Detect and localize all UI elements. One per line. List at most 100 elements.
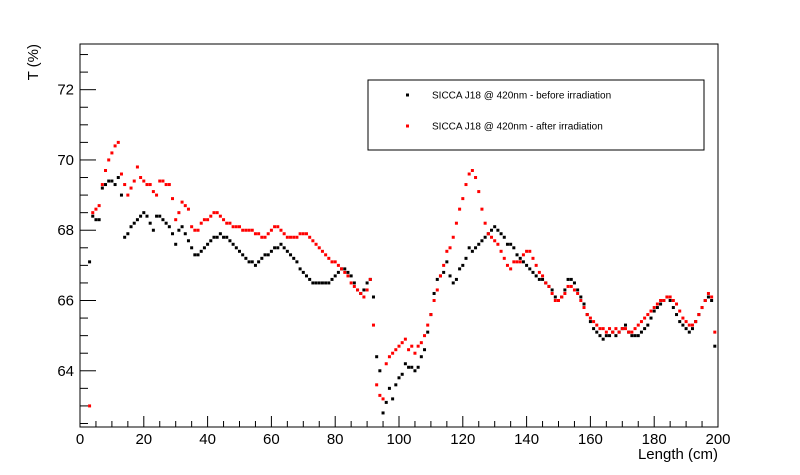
data-point [311, 281, 315, 285]
data-point [604, 330, 608, 334]
data-point [107, 158, 111, 162]
data-point [464, 256, 468, 260]
data-point [174, 242, 178, 246]
data-point [100, 186, 104, 190]
data-point [655, 302, 659, 306]
data-point [416, 344, 420, 348]
data-point [518, 260, 522, 264]
data-point [592, 327, 596, 331]
data-point [576, 291, 580, 295]
data-point [592, 320, 596, 324]
data-point [113, 144, 117, 148]
data-point [276, 246, 280, 250]
data-point [509, 242, 513, 246]
data-point [183, 232, 187, 236]
data-point [100, 183, 104, 187]
data-point [218, 232, 222, 236]
data-point [260, 235, 264, 239]
data-point [464, 183, 468, 187]
data-point [330, 260, 334, 264]
data-point [371, 295, 375, 299]
data-point [193, 228, 197, 232]
data-point [362, 295, 366, 299]
legend-label-before: SICCA J18 @ 420nm - before irradiation [432, 91, 611, 102]
data-point [410, 365, 414, 369]
data-point [384, 400, 388, 404]
data-point [356, 288, 360, 292]
data-point [675, 302, 679, 306]
data-point [687, 323, 691, 327]
x-axis-title: Length (cm) [638, 446, 718, 463]
data-point [292, 256, 296, 260]
data-point [164, 221, 168, 225]
data-point [97, 218, 101, 222]
data-point [646, 313, 650, 317]
data-point [308, 277, 312, 281]
data-point [639, 320, 643, 324]
data-point [563, 291, 567, 295]
data-point [652, 306, 656, 310]
data-point [499, 232, 503, 236]
data-point [199, 249, 203, 253]
data-point [104, 183, 108, 187]
data-point [477, 190, 481, 194]
data-point [311, 239, 315, 243]
data-point [423, 348, 427, 352]
data-point [314, 242, 318, 246]
x-tick-label: 20 [135, 431, 152, 448]
data-point [572, 288, 576, 292]
data-point [276, 225, 280, 229]
data-point [595, 323, 599, 327]
data-point [222, 218, 226, 222]
data-point [346, 270, 350, 274]
data-point [681, 316, 685, 320]
data-point [588, 320, 592, 324]
data-point [266, 232, 270, 236]
data-point [190, 225, 194, 229]
data-point [665, 295, 669, 299]
data-point [171, 197, 175, 201]
data-point [349, 281, 353, 285]
data-point [502, 235, 506, 239]
data-point [167, 183, 171, 187]
data-point [253, 263, 257, 267]
data-point [413, 369, 417, 373]
data-point [250, 228, 254, 232]
data-point [474, 176, 478, 180]
data-point [550, 288, 554, 292]
data-point [231, 242, 235, 246]
data-point [247, 228, 251, 232]
data-point [426, 330, 430, 334]
data-point [177, 228, 181, 232]
data-point [161, 218, 165, 222]
data-point [649, 309, 653, 313]
data-point [228, 239, 232, 243]
data-point [553, 299, 557, 302]
data-point [706, 295, 710, 299]
data-point [534, 274, 538, 278]
data-point [142, 179, 146, 183]
data-point [104, 169, 108, 172]
data-point [110, 179, 114, 183]
data-point [285, 249, 289, 253]
data-point [119, 193, 123, 197]
data-point [675, 313, 679, 317]
data-point [349, 274, 353, 278]
data-point [541, 277, 545, 281]
data-point [445, 260, 449, 264]
data-point [608, 327, 612, 331]
data-point [480, 239, 484, 243]
data-point [91, 214, 95, 218]
data-point [467, 246, 471, 250]
data-point [681, 323, 685, 327]
data-point [643, 327, 647, 331]
data-point [206, 218, 210, 222]
data-point [569, 277, 573, 281]
data-point [234, 246, 238, 250]
data-point [662, 299, 666, 302]
data-point [521, 260, 525, 264]
data-point [215, 211, 219, 215]
data-point [132, 179, 136, 183]
data-point [97, 204, 101, 208]
